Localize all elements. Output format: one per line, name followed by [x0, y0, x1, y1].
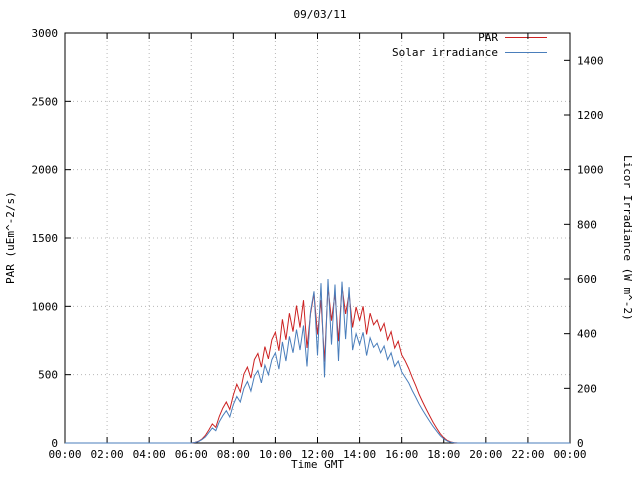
y-right-tick-label: 400: [577, 328, 597, 341]
x-tick-label: 16:00: [385, 448, 418, 461]
y-right-tick-label: 1000: [577, 164, 604, 177]
chart-title: 09/03/11: [293, 8, 347, 21]
y-axis-label-left: PAR (uEm^-2/s): [4, 191, 17, 285]
y-left-tick-label: 3000: [32, 27, 59, 40]
x-tick-label: 00:00: [553, 448, 586, 461]
legend-label-par: PAR: [478, 31, 498, 44]
y-left-tick-label: 500: [38, 369, 58, 382]
y-left-tick-label: 2500: [32, 95, 59, 108]
x-tick-label: 00:00: [48, 448, 81, 461]
y-left-tick-label: 1500: [32, 232, 59, 245]
x-tick-label: 08:00: [217, 448, 250, 461]
y-right-tick-label: 1400: [577, 54, 604, 67]
x-tick-label: 20:00: [469, 448, 502, 461]
y-right-tick-label: 200: [577, 382, 597, 395]
legend-label-solar: Solar irradiance: [392, 46, 498, 59]
y-right-tick-label: 600: [577, 273, 597, 286]
x-tick-label: 12:00: [301, 448, 334, 461]
y-left-tick-label: 1000: [32, 300, 59, 313]
legend-line-sample-solar: [505, 52, 547, 53]
x-tick-label: 06:00: [175, 448, 208, 461]
x-tick-label: 14:00: [343, 448, 376, 461]
legend-entry-solar: Solar irradiance: [300, 45, 547, 60]
x-tick-label: 18:00: [427, 448, 460, 461]
x-tick-label: 22:00: [511, 448, 544, 461]
x-tick-label: 04:00: [133, 448, 166, 461]
x-tick-label: 02:00: [91, 448, 124, 461]
legend: PAR Solar irradiance: [300, 30, 547, 60]
y-left-tick-label: 0: [51, 437, 58, 450]
legend-line-sample-par: [505, 37, 547, 38]
y-right-tick-label: 0: [577, 437, 584, 450]
legend-entry-par: PAR: [300, 30, 547, 45]
x-tick-label: 10:00: [259, 448, 292, 461]
y-right-tick-label: 800: [577, 218, 597, 231]
solar-irradiance-line: [65, 278, 570, 444]
x-axis-label: Time GMT: [291, 458, 344, 471]
y-right-tick-label: 1200: [577, 109, 604, 122]
y-axis-label-right: Licor Irradiance (W m^-2): [621, 155, 634, 321]
y-left-tick-label: 2000: [32, 164, 59, 177]
